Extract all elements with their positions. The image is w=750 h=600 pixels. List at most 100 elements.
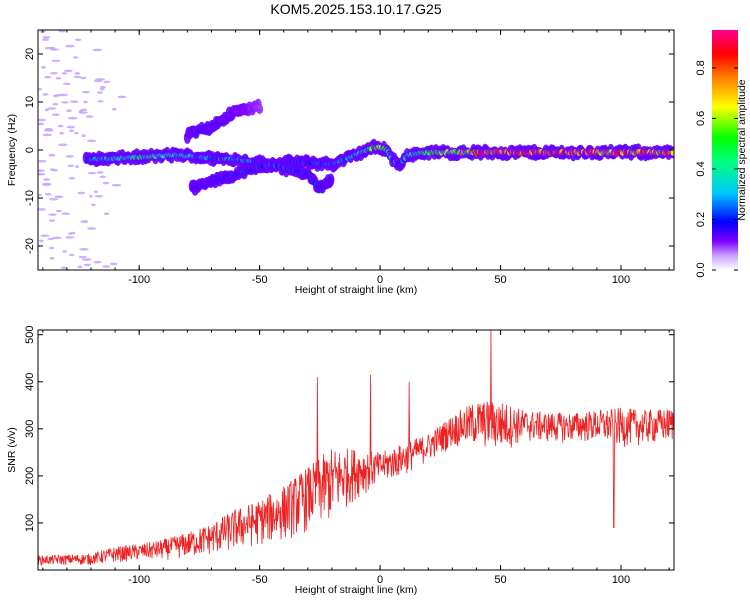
spectrogram-noise-cell	[61, 212, 71, 215]
spectrogram-noise-cell	[50, 71, 58, 75]
spectrogram-noise-cell	[80, 76, 87, 80]
spectrogram-noise-cell	[87, 139, 97, 143]
x-tick-label: 0	[377, 574, 383, 586]
spectrogram-noise-cell	[38, 169, 45, 172]
spectrogram-noise-cell	[96, 171, 104, 174]
y-tick-label: 10	[24, 96, 36, 108]
spectrogram-noise-cell	[42, 93, 49, 96]
x-tick-label: -50	[252, 274, 268, 286]
spectrogram-x-label: Height of straight line (km)	[295, 284, 418, 296]
spectrogram-noise-cell	[111, 183, 122, 187]
spectrogram-noise-cell	[63, 69, 73, 73]
spectrogram-noise-cell	[38, 172, 46, 176]
snr-y-label: SNR (v/v)	[6, 427, 18, 473]
spectrogram-noise-cell	[93, 260, 102, 264]
spectrogram-noise-cell	[52, 102, 59, 106]
spectrogram-noise-cell	[78, 110, 84, 113]
spectrogram-noise-cell	[42, 133, 52, 137]
spectrogram-noise-cell	[42, 38, 50, 42]
y-tick-label: 200	[24, 467, 36, 485]
colorbar-ticks: 0.0 0.2 0.4 0.6 0.8	[695, 60, 738, 278]
spectrogram-noise-cell	[49, 256, 55, 260]
x-tick-label: 100	[612, 274, 630, 286]
spectrogram-noise-cell	[99, 85, 106, 89]
spectrogram-noise-cell	[47, 237, 55, 241]
spectrogram-noise-cell	[79, 248, 89, 251]
spectrogram-noise-cell	[65, 44, 75, 48]
spectrogram-noise-cell	[49, 46, 56, 50]
spectrogram-noise-cell	[57, 124, 64, 128]
colorbar-tick-label: 0.2	[695, 212, 707, 227]
colorbar-tick-label: 0.8	[695, 60, 707, 75]
spectrogram-noise-cell	[81, 258, 92, 261]
x-tick-label: -50	[252, 574, 268, 586]
spectrogram-noise-cell	[47, 107, 57, 110]
spectrogram-noise-cell	[43, 178, 51, 181]
y-tick-label: 300	[24, 420, 36, 438]
spectrogram-noise-cell	[68, 176, 76, 180]
y-tick-label: 100	[24, 514, 36, 532]
spectrogram-noise-cell	[67, 116, 78, 120]
y-tick-label: 0	[24, 147, 36, 153]
spectrogram-marks	[38, 30, 674, 270]
spectrogram-noise-cell	[48, 219, 56, 222]
x-tick-label: -100	[128, 274, 150, 286]
spectrogram-noise-cell	[44, 46, 52, 50]
spectrogram-noise-cell	[104, 212, 110, 215]
spectrogram-noise-cell	[94, 194, 104, 198]
spectrogram-noise-cell	[44, 127, 53, 131]
colorbar-label: Normalized spectral amplitude	[736, 79, 748, 220]
spectrogram-noise-cell	[61, 101, 69, 104]
spectrogram-noise-cell	[44, 108, 49, 112]
spectrogram-noise-cell	[99, 175, 107, 179]
spectrogram-noise-cell	[78, 255, 87, 259]
spectrogram-noise-cell	[68, 129, 75, 133]
spectrogram-noise-cell	[48, 153, 56, 157]
spectrogram-noise-cell	[69, 253, 75, 257]
spectrogram-noise-cell	[87, 171, 97, 175]
spectrogram-noise-cell	[40, 234, 50, 238]
spectrogram-noise-cell	[57, 143, 68, 147]
x-tick-label: 0	[377, 274, 383, 286]
spectrogram-noise-cell	[60, 266, 67, 270]
spectrogram-noise-cell	[39, 239, 44, 243]
spectrogram-noise-cell	[85, 115, 94, 118]
spectrogram-noise-cell	[53, 94, 58, 98]
spectrogram-cell	[670, 149, 674, 156]
x-tick-label: 100	[612, 574, 630, 586]
colorbar-gradient	[712, 30, 738, 270]
spectrogram-noise-cell	[49, 246, 55, 250]
spectrogram-noise-cell	[92, 48, 103, 52]
spectrogram-noise-cell	[73, 75, 82, 79]
spectrogram-noise-cell	[56, 209, 63, 213]
spectrogram-noise-cell	[55, 76, 62, 80]
x-tick-label: -100	[128, 574, 150, 586]
spectrogram-noise-cell	[38, 159, 47, 163]
spectrogram-noise-cell	[67, 164, 74, 168]
spectrogram-noise-cell	[88, 194, 93, 198]
spectrogram-noise-cell	[109, 262, 118, 266]
spectrogram-noise-cell	[93, 79, 103, 83]
chart-title: KOM5.2025.153.10.17.G25	[270, 1, 441, 17]
spectrogram-noise-cell	[73, 131, 79, 135]
spectrogram-noise-cell	[62, 82, 71, 86]
spectrogram-noise-cell	[48, 197, 59, 201]
spectrogram-noise-cell	[99, 87, 105, 91]
y-tick-label: -10	[24, 190, 36, 206]
spectrogram-noise-cell	[83, 220, 89, 223]
spectrogram-noise-cell	[103, 80, 111, 84]
spectrogram-noise-cell	[70, 100, 79, 103]
spectrogram-noise-cell	[58, 30, 66, 33]
x-tick-label: 50	[494, 274, 506, 286]
spectrogram-noise-cell	[74, 38, 82, 42]
colorbar-tick-label: 0.0	[695, 262, 707, 277]
colorbar: 0.0 0.2 0.4 0.6 0.8 Normalized spectral ampl…	[695, 30, 748, 278]
spectrogram-noise-cell	[65, 155, 74, 158]
spectrogram-noise-cell	[66, 125, 75, 129]
spectrogram-noise-cell	[67, 232, 73, 235]
spectrogram-noise-cell	[51, 168, 58, 172]
snr-axes: -100 -50 0 50 100 100 200 300 400 500	[24, 326, 674, 586]
spectrogram-noise-cell	[59, 131, 65, 135]
